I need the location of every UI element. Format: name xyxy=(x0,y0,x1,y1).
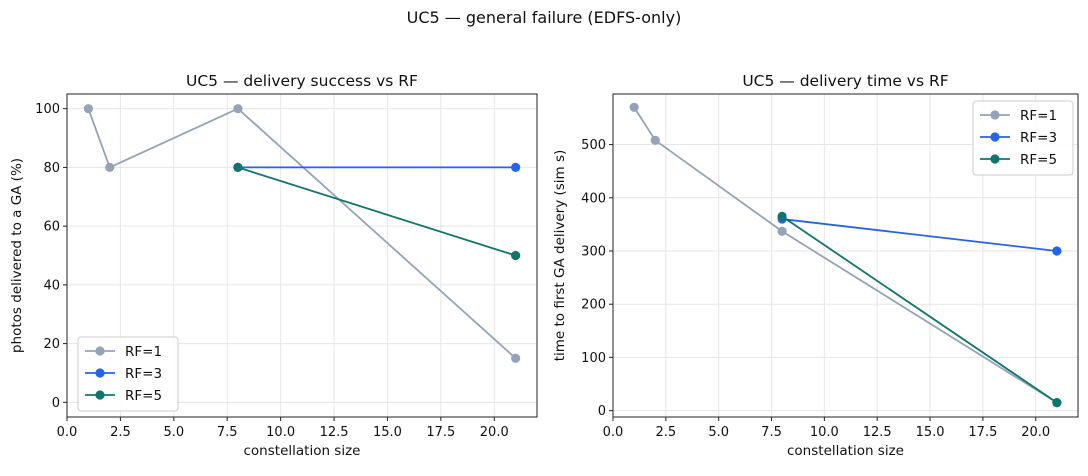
chart0-xtick-label-2: 5.0 xyxy=(163,425,184,440)
chart1-ytick-label-5: 500 xyxy=(581,138,606,153)
chart0-xtick-label-5: 12.5 xyxy=(320,425,349,440)
chart0-ytick-label-1: 20 xyxy=(43,337,60,352)
chart0-ytick-label-3: 60 xyxy=(43,220,60,235)
chart0-series-1-point-1 xyxy=(511,162,521,173)
chart1-legend-label-1: RF=3 xyxy=(1020,130,1057,146)
chart1-legend-marker-2 xyxy=(990,154,1000,164)
chart0-xtick-label-7: 17.5 xyxy=(426,425,455,440)
chart1-xtick-label-2: 5.0 xyxy=(708,425,729,440)
chart1-series-line-1 xyxy=(781,218,1057,252)
chart0-ytick-label-5: 100 xyxy=(35,102,60,117)
chart0-xtick-label-8: 20.0 xyxy=(480,425,509,440)
chart1-xlabel: constellation size xyxy=(787,443,904,459)
chart1-series-2-point-0 xyxy=(777,211,787,221)
chart1-ytick-label-2: 200 xyxy=(581,298,606,313)
chart0-legend-label-2: RF=5 xyxy=(125,388,162,404)
chart0-ylabel: photos delivered to a GA (%) xyxy=(9,158,25,353)
chart0-legend-marker-0 xyxy=(95,346,105,356)
chart0-series-2-point-1 xyxy=(511,250,521,261)
chart0-series-line-2 xyxy=(237,166,516,257)
chart0-xlabel: constellation size xyxy=(244,443,361,459)
chart1-series-0-point-0 xyxy=(629,102,639,112)
chart0-title: UC5 — delivery success vs RF xyxy=(186,72,418,90)
chart0-series-2-point-0 xyxy=(233,162,243,173)
chart1-xtick-label-0: 0.0 xyxy=(603,425,624,440)
chart1-ytick-label-0: 0 xyxy=(598,404,606,419)
chart1-series-line-2 xyxy=(781,215,1058,404)
chart0-xtick-label-0: 0.0 xyxy=(57,425,78,440)
chart1-series-0-point-1 xyxy=(650,135,660,145)
chart0-xtick-label-3: 7.5 xyxy=(217,425,238,440)
chart0-series-0-point-3 xyxy=(511,353,521,363)
chart1-xtick-label-1: 2.5 xyxy=(655,425,676,440)
chart0-series-line-0 xyxy=(87,107,517,359)
chart0-ytick-label-2: 40 xyxy=(43,278,60,293)
chart1-legend-marker-0 xyxy=(990,110,1000,120)
chart0-series-0-point-0 xyxy=(83,104,93,114)
chart0-legend-marker-2 xyxy=(95,390,105,400)
chart1-ytick-label-4: 400 xyxy=(581,191,606,206)
chart0-series-0-point-2 xyxy=(233,104,243,114)
chart1-legend-label-2: RF=5 xyxy=(1020,152,1057,168)
chart0-axes-frame xyxy=(66,93,538,418)
chart0-series-0-point-1 xyxy=(105,162,115,173)
chart1-ytick-label-1: 100 xyxy=(581,351,606,366)
chart0-ytick-label-0: 0 xyxy=(52,396,60,411)
chart1-series-2-point-1 xyxy=(1052,398,1062,408)
chart1-title: UC5 — delivery time vs RF xyxy=(742,72,948,90)
chart1-series-0-point-2 xyxy=(777,226,787,236)
chart1-xtick-label-5: 12.5 xyxy=(863,425,892,440)
chart1-ytick-label-3: 300 xyxy=(581,244,606,259)
chart1-ylabel: time to first GA delivery (sim s) xyxy=(552,150,568,362)
chart1-xtick-label-8: 20.0 xyxy=(1021,425,1050,440)
chart1-series-1-point-1 xyxy=(1052,246,1062,256)
chart0-xtick-label-6: 15.0 xyxy=(373,425,402,440)
figure-suptitle: UC5 — general failure (EDFS-only) xyxy=(406,8,682,27)
chart1-xtick-label-3: 7.5 xyxy=(761,425,782,440)
chart1-xtick-label-4: 10.0 xyxy=(810,425,839,440)
chart0-legend-label-1: RF=3 xyxy=(125,366,162,382)
chart0-legend-label-0: RF=1 xyxy=(125,344,162,360)
chart1-xtick-label-6: 15.0 xyxy=(916,425,945,440)
chart0-legend-marker-1 xyxy=(95,368,105,378)
chart0-xtick-label-1: 2.5 xyxy=(110,425,131,440)
chart1-legend-marker-1 xyxy=(990,132,1000,142)
chart0-ytick-label-4: 80 xyxy=(43,161,60,176)
chart1-series-line-0 xyxy=(633,106,1058,404)
chart0-xtick-label-4: 10.0 xyxy=(266,425,295,440)
chart1-axes-frame xyxy=(612,93,1079,418)
chart1-xtick-label-7: 17.5 xyxy=(968,425,997,440)
chart1-legend-label-0: RF=1 xyxy=(1020,108,1057,124)
